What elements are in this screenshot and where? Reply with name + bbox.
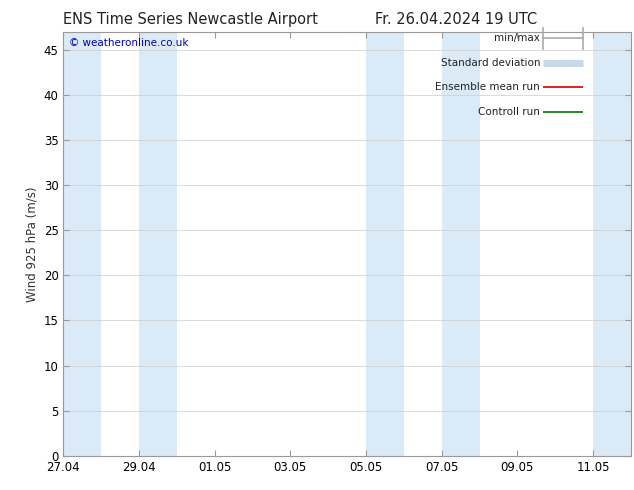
Bar	[366, 32, 404, 456]
Text: © weatheronline.co.uk: © weatheronline.co.uk	[69, 38, 188, 48]
Bar	[139, 32, 177, 456]
Bar	[442, 32, 479, 456]
Text: Standard deviation: Standard deviation	[441, 58, 540, 68]
Text: Fr. 26.04.2024 19 UTC: Fr. 26.04.2024 19 UTC	[375, 12, 538, 27]
Text: Ensemble mean run: Ensemble mean run	[436, 82, 540, 93]
Y-axis label: Wind 925 hPa (m/s): Wind 925 hPa (m/s)	[25, 186, 38, 301]
Text: min/max: min/max	[494, 33, 540, 43]
Bar	[63, 32, 101, 456]
Bar	[593, 32, 631, 456]
Text: Controll run: Controll run	[478, 107, 540, 117]
Text: ENS Time Series Newcastle Airport: ENS Time Series Newcastle Airport	[63, 12, 318, 27]
